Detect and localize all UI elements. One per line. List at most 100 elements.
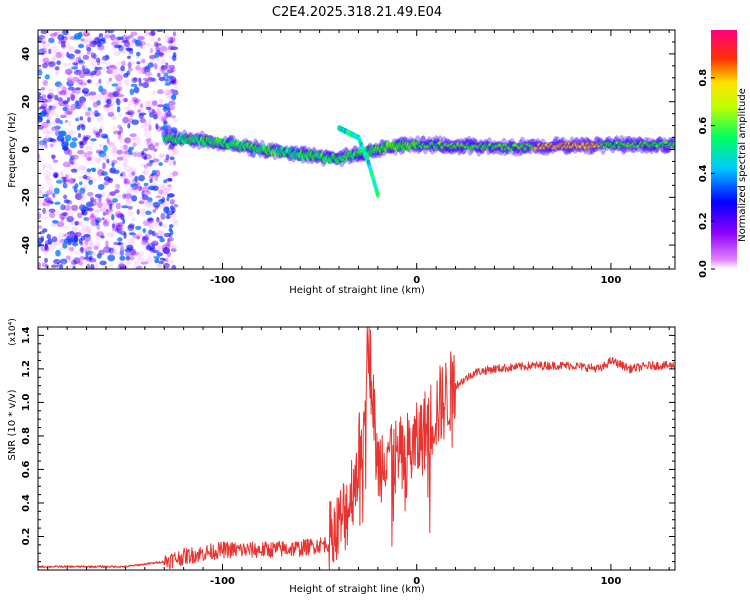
noise-blob xyxy=(158,51,164,58)
chart-title: C2E4.2025.318.21.49.E04 xyxy=(272,5,442,20)
noise-blob xyxy=(108,77,113,82)
ridge-core xyxy=(620,145,625,149)
noise-blob xyxy=(157,188,161,195)
spectrogram-marks xyxy=(38,30,675,269)
noise-blob xyxy=(96,158,101,165)
noise-blob xyxy=(108,211,113,218)
noise-blob xyxy=(69,93,76,100)
noise-blob xyxy=(156,245,161,252)
noise-blob xyxy=(107,177,113,184)
noise-blob xyxy=(87,109,94,116)
noise-blob xyxy=(38,189,43,195)
noise-blob xyxy=(143,182,149,187)
noise-blob xyxy=(107,254,116,262)
y-tick-label: 20 xyxy=(21,95,32,109)
noise-blob xyxy=(128,146,135,150)
noise-blob xyxy=(55,249,61,257)
noise-blob xyxy=(152,111,158,117)
noise-blob xyxy=(114,39,122,44)
noise-blob xyxy=(98,143,104,148)
noise-blob xyxy=(171,148,176,153)
noise-blob xyxy=(68,119,72,127)
noise-blob xyxy=(114,211,123,218)
noise-blob xyxy=(49,32,56,40)
noise-blob xyxy=(88,114,96,119)
noise-blob xyxy=(156,264,163,268)
noise-blob xyxy=(69,160,78,166)
noise-blob xyxy=(102,55,109,61)
noise-blob xyxy=(158,162,163,166)
noise-blob xyxy=(109,65,118,70)
noise-blob xyxy=(167,68,173,75)
noise-blob xyxy=(79,190,85,195)
noise-blob xyxy=(38,125,44,130)
noise-blob xyxy=(152,201,161,208)
noise-blob xyxy=(58,130,66,137)
noise-blob xyxy=(42,202,47,207)
noise-blob xyxy=(66,163,72,170)
noise-blob xyxy=(81,195,87,200)
noise-blob xyxy=(155,195,162,199)
noise-blob xyxy=(44,74,50,80)
noise-blob xyxy=(117,131,122,136)
noise-blob xyxy=(159,45,168,52)
noise-blob xyxy=(119,97,125,104)
noise-blob xyxy=(154,174,159,181)
noise-blob xyxy=(139,235,144,239)
noise-blob xyxy=(74,100,80,108)
noise-blob xyxy=(106,66,110,70)
noise-blob xyxy=(91,70,97,76)
noise-blob xyxy=(75,117,80,122)
noise-blob xyxy=(38,186,45,191)
noise-blob xyxy=(115,74,123,82)
noise-blob xyxy=(129,167,137,174)
noise-blob xyxy=(75,87,81,91)
noise-blob xyxy=(172,55,177,62)
noise-blob xyxy=(79,96,86,104)
noise-blob xyxy=(98,150,107,158)
noise-blob xyxy=(82,54,90,60)
noise-blob xyxy=(173,204,179,208)
noise-blob xyxy=(82,32,91,37)
noise-blob xyxy=(143,164,148,169)
noise-blob xyxy=(39,141,45,148)
noise-blob xyxy=(102,32,111,37)
noise-blob xyxy=(147,144,156,151)
noise-blob xyxy=(170,205,174,210)
noise-blob xyxy=(75,81,81,89)
noise-blob xyxy=(145,101,153,109)
noise-blob xyxy=(101,47,106,51)
noise-blob xyxy=(38,92,42,97)
noise-blob xyxy=(125,196,129,202)
noise-blob xyxy=(54,113,60,119)
noise-blob xyxy=(79,72,86,79)
noise-blob xyxy=(118,263,126,268)
noise-blob xyxy=(109,95,114,101)
noise-blob xyxy=(38,212,42,220)
noise-blob xyxy=(100,113,104,120)
noise-blob xyxy=(126,152,132,158)
noise-blob xyxy=(48,37,55,44)
noise-blob xyxy=(138,185,142,191)
noise-blob xyxy=(100,37,106,42)
noise-blob xyxy=(55,117,61,124)
noise-blob xyxy=(162,188,169,195)
noise-blob xyxy=(78,175,84,180)
noise-blob xyxy=(69,232,76,239)
noise-blob xyxy=(140,239,147,245)
noise-blob xyxy=(106,98,112,105)
noise-blob xyxy=(80,197,85,202)
noise-blob xyxy=(103,98,107,105)
noise-blob xyxy=(46,200,50,207)
noise-blob xyxy=(105,197,111,203)
noise-blob xyxy=(39,124,47,130)
noise-blob xyxy=(86,168,92,173)
noise-blob xyxy=(164,264,171,268)
noise-blob xyxy=(57,97,63,102)
noise-blob xyxy=(121,150,128,155)
noise-blob xyxy=(167,237,174,242)
noise-blob xyxy=(127,110,135,116)
noise-blob xyxy=(63,204,71,211)
noise-blob xyxy=(141,152,147,160)
noise-blob xyxy=(39,105,46,110)
